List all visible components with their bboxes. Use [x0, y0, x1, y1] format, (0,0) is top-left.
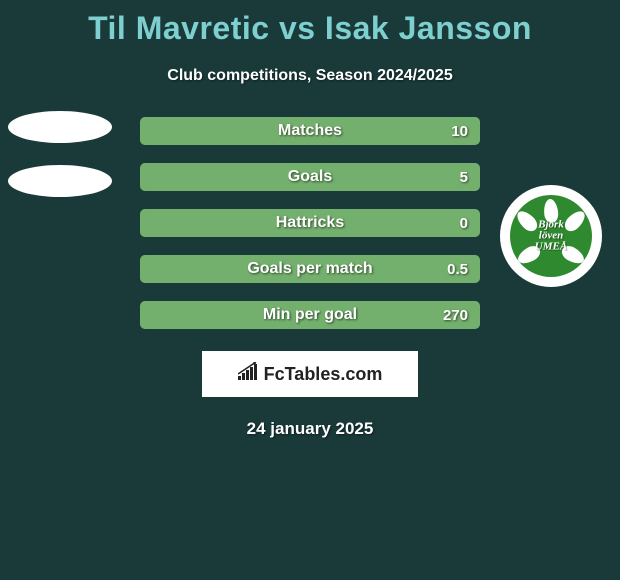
stat-bar: Goals 5	[140, 163, 480, 191]
fctables-attribution: FcTables.com	[202, 351, 418, 397]
stat-bar-value: 0.5	[447, 261, 468, 278]
page-subtitle: Club competitions, Season 2024/2025	[0, 67, 620, 85]
stat-bar-value: 270	[443, 307, 468, 324]
stat-bar-label: Goals	[288, 168, 332, 186]
stat-bar: Goals per match 0.5	[140, 255, 480, 283]
left-player-placeholder	[8, 111, 112, 197]
player2-oval-icon	[8, 165, 112, 197]
stat-bar-label: Matches	[278, 122, 342, 140]
bar-chart-icon	[238, 362, 260, 387]
snapshot-date: 24 january 2025	[0, 419, 620, 439]
fctables-text: FcTables.com	[264, 364, 383, 385]
club-badge: Björk löven UMEÅ	[500, 185, 602, 287]
stats-area: Björk löven UMEÅ Matches 10 Goals 5 Hattrick…	[0, 117, 620, 329]
stat-bar-label: Hattricks	[276, 214, 344, 232]
stat-bar: Matches 10	[140, 117, 480, 145]
stat-bar-label: Goals per match	[247, 260, 372, 278]
stat-bar-value: 0	[460, 215, 468, 232]
stat-bar-label: Min per goal	[263, 306, 357, 324]
page-title: Til Mavretic vs Isak Jansson	[0, 0, 620, 47]
club-badge-text: Björk löven UMEÅ	[535, 220, 567, 253]
stat-bars: Matches 10 Goals 5 Hattricks 0 Goals per match…	[140, 117, 480, 329]
stat-bar-value: 5	[460, 169, 468, 186]
club-badge-inner: Björk löven UMEÅ	[510, 195, 592, 277]
stat-bar: Hattricks 0	[140, 209, 480, 237]
stat-bar: Min per goal 270	[140, 301, 480, 329]
stat-bar-value: 10	[451, 123, 468, 140]
player1-oval-icon	[8, 111, 112, 143]
